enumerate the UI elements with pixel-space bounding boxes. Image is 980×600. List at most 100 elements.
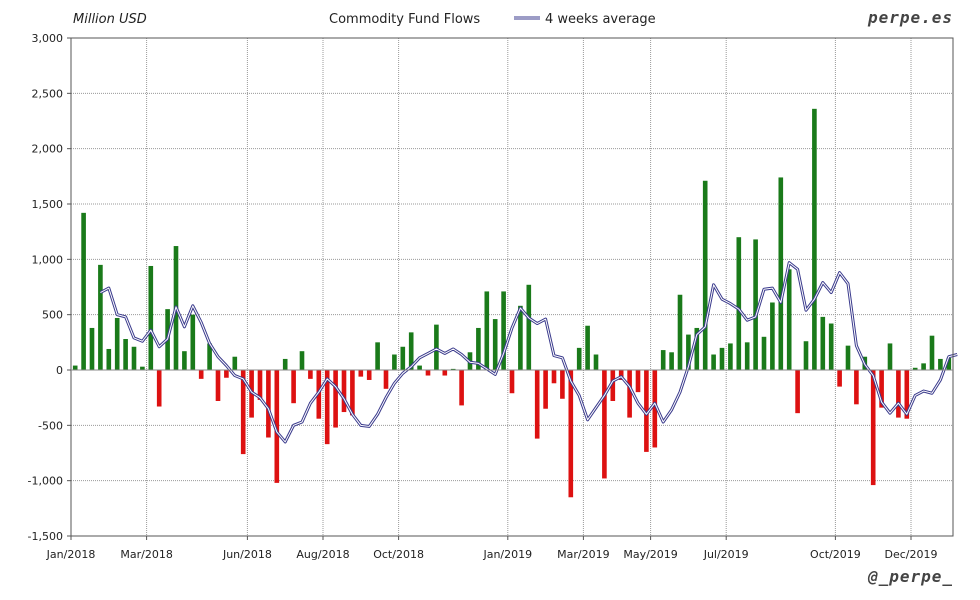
flow-bar: [627, 370, 632, 418]
flow-bar: [257, 370, 263, 400]
flow-bar: [450, 368, 456, 370]
flow-bar: [786, 269, 792, 370]
flow-bar: [644, 370, 649, 452]
flow-bar: [425, 370, 431, 376]
y-tick-label: 3,000: [32, 32, 64, 45]
flow-bar: [702, 180, 708, 370]
flow-bar: [299, 351, 305, 370]
flow-bar: [350, 370, 355, 416]
flow-bar: [358, 370, 364, 377]
flow-bar: [308, 370, 313, 379]
flow-bar: [896, 370, 901, 418]
flow-bar: [812, 108, 817, 370]
watermark-top: perpe.es: [867, 8, 953, 27]
flow-bar: [501, 291, 506, 370]
average-line-series: [99, 261, 958, 444]
flow-bar: [224, 370, 229, 378]
flow-bar: [568, 370, 574, 498]
flow-bar: [291, 370, 296, 404]
flow-bar: [854, 370, 859, 405]
x-tick-label: Jun/2018: [222, 548, 272, 561]
y-axis-tick-labels: 3,000 2,500 2,000 1,500 1,000 500 0 -500 -1,000 -…: [28, 32, 71, 543]
flow-bar: [509, 370, 515, 394]
flow-bar: [551, 370, 557, 384]
flow-bar: [131, 346, 137, 370]
flow-bar: [761, 336, 767, 370]
flow-bar: [526, 284, 532, 370]
x-tick-label: Oct/2018: [373, 548, 424, 561]
flow-bar: [736, 237, 742, 370]
unit-label: Million USD: [73, 12, 147, 27]
flow-bar: [89, 327, 95, 370]
flow-bar: [946, 357, 952, 370]
flow-bar: [459, 370, 464, 406]
x-tick-label: Mar/2019: [557, 548, 609, 561]
flow-bar: [417, 365, 422, 370]
flow-bar: [375, 342, 380, 370]
flow-bar: [156, 370, 162, 407]
flow-bar: [240, 370, 246, 455]
flow-bar: [324, 370, 330, 445]
flow-bar: [820, 316, 826, 370]
flow-bar: [929, 335, 935, 370]
y-tick-label: 500: [42, 309, 63, 322]
x-tick-label: Aug/2018: [296, 548, 349, 561]
plot-area: [71, 38, 953, 536]
flow-bar: [904, 370, 910, 419]
flow-bar: [408, 332, 414, 370]
flow-bar: [938, 358, 943, 370]
flow-bar: [190, 314, 196, 370]
x-tick-label: Oct/2019: [810, 548, 861, 561]
flow-bar: [711, 354, 716, 370]
flow-bar: [669, 352, 674, 370]
flow-bar: [803, 341, 809, 370]
flow-bar: [677, 294, 683, 370]
flow-bar: [837, 370, 842, 387]
flow-bar: [392, 354, 397, 370]
y-tick-label: -500: [38, 419, 63, 432]
y-tick-label: 2,000: [32, 143, 64, 156]
flow-bar: [618, 370, 624, 380]
x-tick-label: Mar/2018: [120, 548, 172, 561]
flow-bar: [366, 370, 372, 380]
flow-bar: [602, 370, 607, 479]
flow-bar: [383, 370, 389, 389]
flow-bar: [543, 370, 548, 409]
flow-bar: [207, 343, 212, 370]
y-tick-label: 0: [56, 364, 63, 377]
x-tick-label: Jan/2019: [482, 548, 532, 561]
flow-bar: [140, 366, 145, 370]
y-tick-label: 2,500: [32, 87, 64, 100]
flow-bar: [795, 370, 800, 414]
x-tick-label: Jan/2018: [46, 548, 96, 561]
plot-frame: [70, 37, 954, 537]
flow-bar: [442, 370, 448, 376]
flow-bar: [719, 347, 725, 370]
flow-bar: [585, 325, 590, 370]
y-tick-label: -1,000: [28, 475, 63, 488]
flow-bar: [694, 327, 700, 370]
x-tick-label: Jul/2019: [703, 548, 749, 561]
x-tick-label: Dec/2019: [885, 548, 938, 561]
legend-label: 4 weeks average: [545, 12, 656, 27]
flow-bar: [660, 350, 666, 370]
average-line-highlight: [100, 262, 958, 443]
flow-bar: [778, 177, 784, 370]
flow-bar: [400, 346, 406, 370]
flow-bar: [887, 343, 893, 370]
flow-bar: [635, 370, 641, 393]
flow-bar: [492, 319, 498, 370]
flow-bar: [232, 356, 238, 370]
flow-bar: [434, 324, 439, 370]
flow-bar: [870, 370, 876, 486]
flow-bar: [921, 363, 926, 370]
legend: 4 weeks average: [514, 12, 656, 27]
flow-bar: [341, 370, 347, 413]
flow-bar: [753, 239, 758, 370]
flow-bar: [828, 323, 834, 370]
flow-bar: [148, 265, 154, 370]
flow-bar: [610, 370, 616, 401]
flow-bar: [274, 370, 280, 483]
flow-bar: [686, 334, 691, 370]
